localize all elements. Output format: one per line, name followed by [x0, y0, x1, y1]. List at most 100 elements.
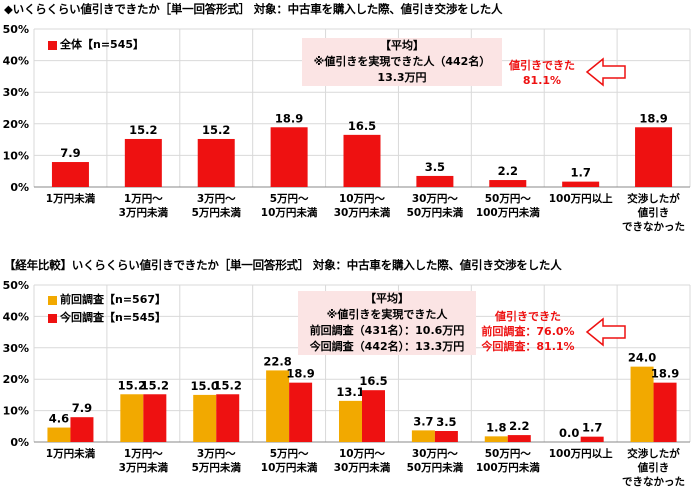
category-label: 1万円～	[124, 448, 163, 460]
data-label: 22.8	[263, 354, 291, 368]
discount-previous: 前回調査：76.0%	[481, 325, 575, 338]
bar	[484, 436, 508, 442]
chart1-title: ◆いくらくらい値引きできたか［単一回答形式］ 対象：中古車を購入した際、値引き交…	[4, 2, 503, 16]
category-label: 50万円未満	[407, 461, 464, 474]
data-label: 7.9	[60, 146, 80, 160]
bar	[580, 436, 604, 442]
data-label: 13.1	[336, 385, 364, 399]
average-note: ※値引きを実現できた人（442名）	[313, 55, 491, 68]
bar	[653, 382, 677, 442]
y-tick-label: 50%	[3, 279, 29, 292]
category-label: 10万円未満	[261, 461, 318, 474]
data-label: 18.9	[275, 111, 303, 125]
category-label: 3万円～	[197, 193, 236, 205]
category-label: 10万円未満	[261, 206, 318, 219]
y-tick-label: 10%	[3, 149, 29, 162]
category-label: 30万円～	[412, 193, 459, 205]
data-label: 1.8	[486, 420, 506, 434]
data-label: 15.2	[141, 378, 169, 392]
data-label: 7.9	[72, 401, 92, 415]
bar	[51, 162, 89, 187]
legend-swatch	[48, 295, 57, 305]
category-label: 1万円未満	[46, 447, 96, 460]
bar	[143, 394, 167, 442]
category-label: 値引き	[637, 206, 670, 219]
bar	[630, 366, 654, 442]
y-tick-label: 20%	[3, 118, 29, 131]
category-label: 値引き	[637, 461, 670, 474]
category-label: 10万円～	[339, 193, 386, 205]
category-label: 5万円未満	[192, 461, 242, 474]
category-label: できなかった	[622, 221, 685, 233]
chart2-average-box: 【平均】 ※値引きを実現できた人 前回調査（431名）：10.6万円 今回調査（…	[298, 291, 476, 355]
bar	[193, 394, 217, 442]
bar	[343, 134, 381, 187]
category-label: 3万円未満	[119, 461, 169, 474]
bar	[416, 175, 454, 187]
category-label: 5万円～	[270, 448, 309, 460]
category-label: 100万円以上	[549, 192, 613, 205]
legend-swatch	[48, 313, 57, 323]
data-label: 4.6	[49, 412, 69, 426]
category-label: 100万円未満	[476, 206, 540, 219]
y-tick-label: 10%	[3, 405, 29, 418]
data-label: 18.9	[639, 111, 667, 125]
average-label: 【平均】	[380, 39, 424, 52]
arrow-icon	[585, 317, 626, 347]
category-label: 3万円未満	[119, 206, 169, 219]
category-label: 100万円未満	[476, 461, 540, 474]
y-tick-label: 50%	[3, 23, 29, 36]
category-label: 30万円未満	[334, 206, 391, 219]
y-tick-label: 0%	[10, 181, 29, 194]
discount-value: 81.1%	[522, 74, 562, 87]
y-tick-label: 0%	[10, 436, 29, 449]
data-label: 15.2	[118, 378, 146, 392]
data-label: 3.5	[436, 415, 456, 429]
data-label: 3.7	[413, 414, 433, 428]
bar	[339, 400, 362, 442]
data-label: 16.5	[359, 374, 387, 388]
category-label: できなかった	[622, 476, 685, 488]
data-label: 2.2	[498, 164, 518, 178]
bar	[270, 127, 308, 187]
average-value: 13.3万円	[377, 71, 427, 84]
y-tick-label: 40%	[3, 310, 29, 323]
category-label: 3万円～	[197, 448, 236, 460]
y-tick-label: 40%	[3, 55, 29, 68]
bar	[362, 390, 385, 442]
category-label: 10万円～	[339, 448, 386, 460]
bar	[197, 138, 235, 187]
bar	[47, 427, 71, 442]
data-label: 18.9	[651, 367, 679, 381]
category-label: 50万円～	[485, 448, 532, 460]
bar	[635, 127, 673, 187]
legend-label: 全体【n=545】	[60, 38, 145, 51]
average-note: ※値引きを実現できた人	[326, 308, 448, 321]
discount-current: 今回調査：81.1%	[481, 340, 575, 353]
legend-item: 今回調査【n=545】	[48, 309, 166, 327]
data-label: 16.5	[348, 119, 376, 133]
data-label: 1.7	[582, 421, 602, 435]
bar	[489, 180, 527, 187]
legend-item: 全体【n=545】	[48, 36, 144, 54]
bar	[411, 430, 435, 442]
legend-label: 今回調査【n=545】	[60, 311, 167, 324]
bar	[216, 394, 240, 442]
bar	[507, 435, 531, 442]
category-label: 交渉したが	[627, 192, 680, 205]
chart2-title: 【経年比較】いくらくらい値引きできたか［単一回答形式］ 対象：中古車を購入した際…	[4, 258, 562, 272]
data-label: 2.2	[509, 419, 529, 433]
average-current: 今回調査（442名）：13.3万円	[309, 340, 465, 353]
category-label: 50万円～	[485, 193, 532, 205]
average-label: 【平均】	[365, 292, 409, 305]
data-label: 0.0	[559, 426, 579, 440]
data-label: 1.7	[570, 166, 590, 180]
category-label: 1万円～	[124, 193, 163, 205]
category-label: 50万円未満	[407, 206, 464, 219]
discount-label: 値引きできた	[509, 59, 575, 72]
category-label: 30万円未満	[334, 461, 391, 474]
legend-item: 前回調査【n=567】	[48, 291, 166, 309]
legend-label: 前回調査【n=567】	[60, 293, 167, 306]
bar	[120, 394, 144, 442]
y-tick-label: 20%	[3, 373, 29, 386]
